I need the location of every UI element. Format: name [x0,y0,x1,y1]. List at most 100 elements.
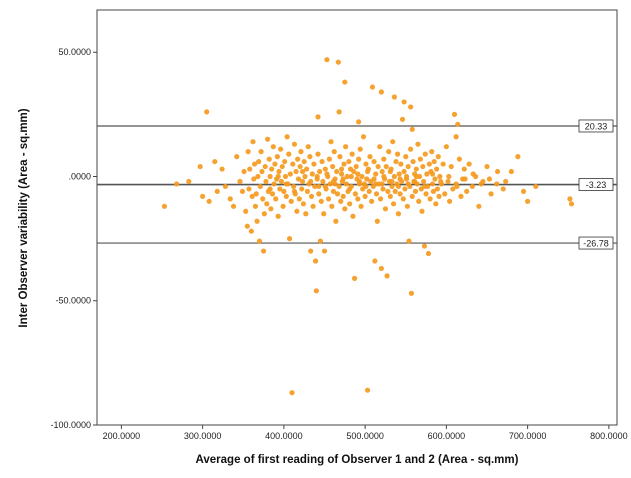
data-point [380,186,386,192]
data-point [357,146,363,152]
data-point [315,151,321,157]
data-point [297,163,303,170]
data-point [251,176,257,182]
data-point [436,193,442,199]
data-point [353,163,359,170]
data-point [286,236,293,242]
data-point [434,166,440,172]
data-point [219,166,225,172]
data-point [227,196,233,202]
data-point [283,181,289,187]
data-point [429,181,436,187]
data-point [398,161,404,167]
data-point [338,198,344,204]
data-point [461,166,467,172]
data-point [421,178,427,185]
data-point [222,183,228,190]
data-point [454,183,460,190]
data-point [369,198,375,204]
data-point [295,176,302,182]
data-point [500,186,506,192]
data-point [338,171,345,177]
data-point [364,387,371,393]
data-point [403,154,409,160]
data-point [241,168,247,175]
y-tick-label: -50.0000 [55,296,91,306]
data-point [366,188,372,195]
data-point [358,203,364,209]
data-point [206,198,212,204]
data-point [347,201,353,207]
data-point [356,119,362,125]
x-axis-ticks: 200.0000 300.0000 400.0000 500.0000 600.0000… [103,425,628,441]
data-point [304,188,311,195]
data-point [257,183,263,190]
data-point [274,154,280,160]
data-point [508,168,514,175]
data-point [312,258,319,264]
data-point [435,154,441,160]
data-point [433,201,439,207]
data-point [291,188,298,195]
data-point [340,193,346,199]
data-point [438,178,444,185]
data-point [456,156,462,162]
data-point [289,390,295,396]
data-point [448,163,454,170]
data-point [409,193,415,199]
y-tick-label: 50.0000 [58,47,91,57]
data-point [419,208,425,214]
data-point [342,79,348,85]
data-point [313,288,319,294]
data-point [363,183,369,190]
data-point [247,166,253,172]
data-point [286,151,292,157]
data-point [450,186,456,192]
data-point [412,178,418,185]
data-point [264,201,270,207]
data-point [262,163,268,170]
data-point [243,208,249,214]
data-point [351,168,357,175]
data-point [533,183,539,190]
data-point [470,171,476,177]
data-point [161,203,168,209]
data-point [310,203,316,209]
data-point [275,213,281,219]
data-point [174,181,180,187]
data-point [363,161,369,167]
data-point [267,173,273,180]
data-point [332,181,338,187]
data-point [443,144,449,150]
reference-line-label: 20.33 [585,121,608,131]
data-point [367,154,373,160]
data-point [349,151,355,157]
data-point [329,203,335,209]
data-point [308,193,315,199]
x-tick-label: 800.0000 [590,431,628,441]
data-point [311,161,317,167]
data-point [252,161,258,167]
data-point [402,186,408,192]
data-point [312,183,318,190]
data-point [321,211,327,217]
data-point [410,158,416,165]
data-point [336,109,342,115]
data-point [395,151,401,157]
data-point [401,168,407,175]
data-point [230,203,237,209]
data-point [421,183,428,190]
x-axis-title: Average of first reading of Observer 1 a… [196,454,519,466]
data-point [352,191,358,197]
data-point [401,99,407,105]
data-point [400,196,406,202]
data-point [389,183,395,190]
data-point [330,188,337,195]
data-point [391,173,397,180]
data-point [397,191,403,197]
reference-label-box [578,119,614,133]
data-point [469,183,475,190]
data-point [355,171,361,177]
data-point [254,218,260,224]
data-point [248,228,254,234]
